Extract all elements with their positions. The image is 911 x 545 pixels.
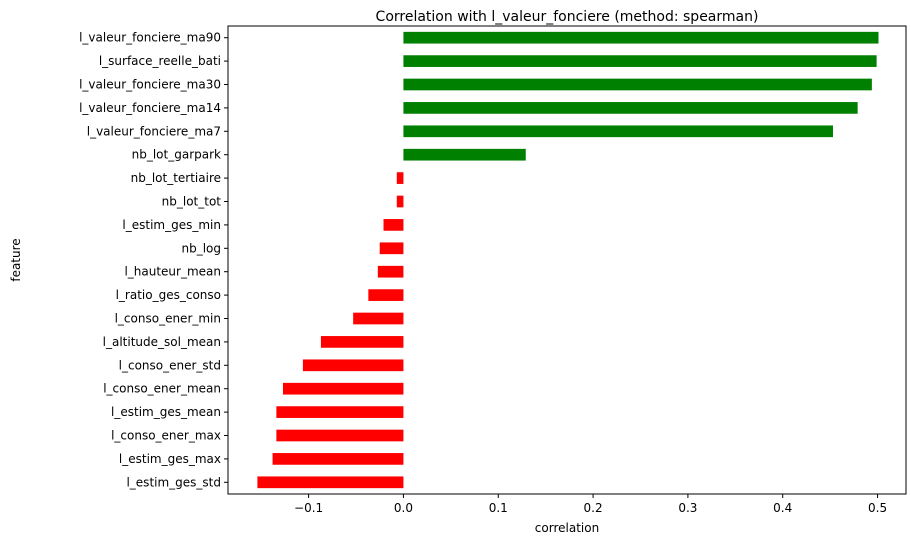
y-tick-label: l_conso_ener_max (111, 429, 221, 443)
bar-l_altitude_sol_mean (320, 336, 404, 348)
y-tick-label: l_estim_ges_std (126, 475, 221, 489)
bar-l_conso_ener_min (353, 312, 404, 325)
x-axis-title: correlation (535, 521, 599, 535)
bar-l_estim_ges_min (383, 219, 404, 231)
x-ticks-group: −0.1 0.0 0.1 0.2 0.3 0.4 0.5 (294, 494, 887, 515)
bar-l_valeur_fonciere_ma90 (403, 31, 879, 44)
bar-l_valeur_fonciere_ma7 (403, 125, 833, 138)
y-tick-label: l_ratio_ges_conso (116, 288, 221, 302)
bar-l_surface_reelle_bati (403, 55, 877, 67)
y-tick-label: nb_log (181, 241, 221, 255)
bar-l_estim_ges_std (257, 476, 404, 489)
x-tick-label: 0.3 (678, 501, 697, 515)
x-tick-label: 0.1 (489, 501, 508, 515)
bar-l_valeur_fonciere_ma14 (403, 102, 858, 114)
y-ticks-group: l_valeur_fonciere_ma90 l_surface_reelle_b… (79, 31, 228, 489)
bar-l_valeur_fonciere_ma30 (403, 78, 872, 91)
bar-l_estim_ges_max (272, 453, 404, 465)
bar-nb_lot_tertiaire (396, 172, 404, 184)
bar-l_conso_ener_std (302, 359, 404, 372)
y-tick-label: l_estim_ges_max (119, 452, 221, 466)
bar-nb_lot_garpark (403, 148, 526, 161)
bar-l_hauteur_mean (377, 265, 404, 278)
y-tick-label: l_estim_ges_min (122, 218, 221, 232)
x-tick-label: 0.2 (584, 501, 603, 515)
chart-title: Correlation with l_valeur_fonciere (meth… (376, 9, 759, 25)
bar-nb_log (379, 242, 404, 255)
y-tick-label: nb_lot_tot (162, 195, 222, 209)
x-tick-label: 0.0 (394, 501, 413, 515)
y-tick-label: l_valeur_fonciere_ma7 (87, 124, 221, 138)
x-tick-label: 0.5 (868, 501, 887, 515)
bar-l_conso_ener_mean (282, 382, 404, 395)
y-tick-label: l_valeur_fonciere_ma90 (79, 31, 221, 45)
x-tick-label: 0.4 (773, 501, 792, 515)
bar-nb_lot_tot (396, 195, 404, 208)
y-tick-label: l_altitude_sol_mean (103, 335, 221, 349)
y-tick-label: l_estim_ges_mean (111, 405, 221, 419)
y-tick-label: l_hauteur_mean (124, 265, 221, 279)
y-axis-title: feature (9, 238, 23, 281)
y-tick-label: l_surface_reelle_bati (99, 54, 221, 68)
bars-group (257, 31, 879, 489)
y-tick-label: l_conso_ener_std (119, 358, 221, 372)
y-tick-label: nb_lot_garpark (132, 148, 221, 162)
y-tick-label: l_conso_ener_min (115, 312, 221, 326)
y-tick-label: nb_lot_tertiaire (131, 171, 221, 185)
bar-l_conso_ener_max (276, 429, 404, 442)
x-tick-label: −0.1 (294, 501, 323, 515)
plot-frame (227, 25, 907, 495)
bar-l_ratio_ges_conso (368, 289, 404, 301)
y-tick-label: l_conso_ener_mean (103, 382, 221, 396)
y-tick-label: l_valeur_fonciere_ma14 (79, 101, 221, 115)
bar-l_estim_ges_mean (276, 406, 404, 418)
y-tick-label: l_valeur_fonciere_ma30 (79, 78, 221, 92)
